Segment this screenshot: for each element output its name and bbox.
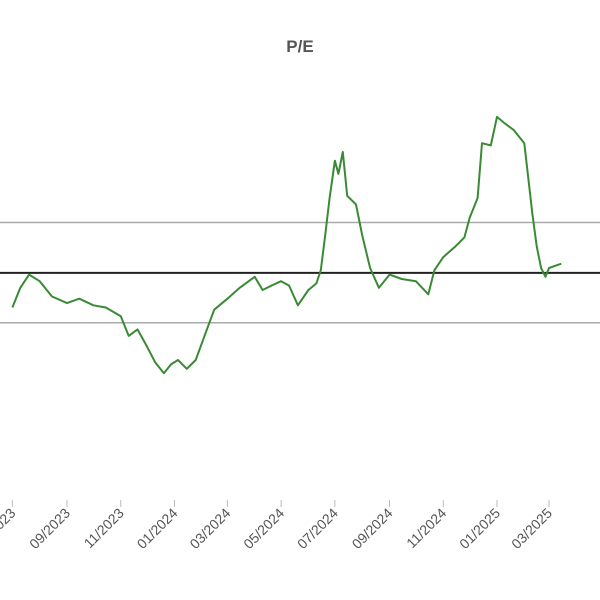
series-line-0 [11,115,562,375]
x-tick-label: 11/2023 [81,505,128,552]
x-tick-label: 07/2024 [294,505,341,552]
reference-lines [0,221,600,324]
x-tick-label: 07/2023 [0,505,19,552]
chart-title: P/E [286,37,313,56]
x-tick-label: 03/2025 [508,505,555,552]
x-tick-label: 11/2024 [403,505,450,552]
series-group [11,115,562,375]
x-tick-label: 05/2024 [240,505,287,552]
x-tick-label: 03/2024 [186,505,233,552]
x-tick-label: 01/2025 [456,505,503,552]
x-tick-label: 09/2023 [26,505,73,552]
x-tick-label: 01/2024 [134,505,181,552]
x-axis: 07/2023 09/2023 11/2023 01/2024 03/2024 05/20… [0,500,555,552]
x-tick-label: 09/2024 [349,505,396,552]
